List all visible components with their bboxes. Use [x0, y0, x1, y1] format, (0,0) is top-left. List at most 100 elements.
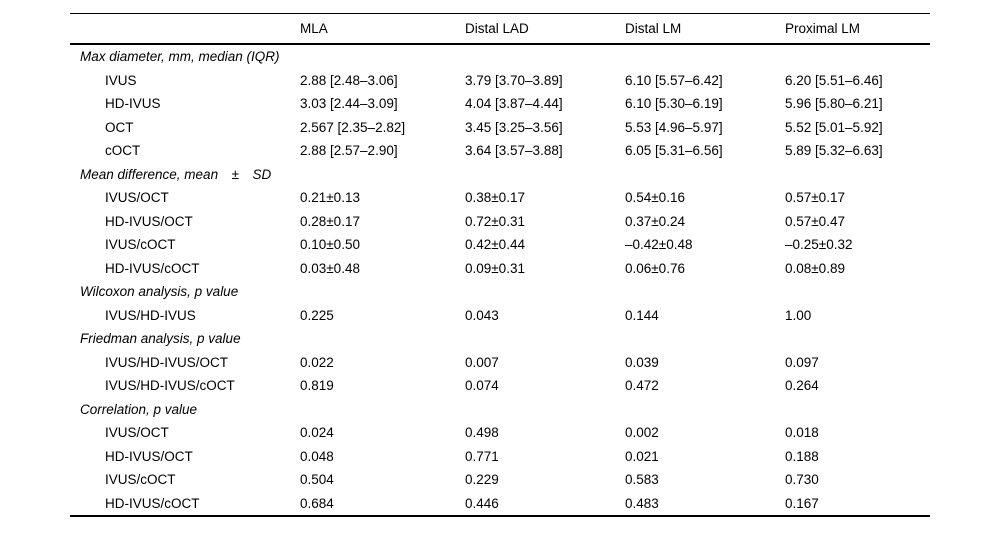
cell-value: 0.007: [465, 354, 499, 370]
row-label: HD-IVUS/cOCT: [105, 495, 200, 511]
row-label: IVUS/HD-IVUS/OCT: [105, 354, 229, 370]
cell-value: 0.21±0.13: [300, 190, 360, 206]
row-label: IVUS/HD-IVUS: [105, 307, 196, 323]
section-row-mean-difference: Mean difference, mean ± SD: [70, 163, 930, 187]
column-header-proximal-lm: Proximal LM: [785, 21, 861, 36]
cell-value: –0.25±0.32: [785, 237, 853, 253]
cell-value: 1.00: [785, 307, 812, 323]
cell-value: 0.048: [300, 448, 334, 464]
cell-value: 0.06±0.76: [625, 260, 685, 276]
table-row: IVUS/HD-IVUS/cOCT 0.819 0.074 0.472 0.264: [70, 374, 930, 398]
cell-value: 0.229: [465, 472, 499, 488]
cell-value: 0.024: [300, 425, 334, 441]
cell-value: 0.043: [465, 307, 499, 323]
cell-value: 0.42±0.44: [465, 237, 525, 253]
cell-value: 0.264: [785, 378, 819, 394]
table-row: OCT 2.567 [2.35–2.82] 3.45 [3.25–3.56] 5.53…: [70, 116, 930, 140]
row-label: IVUS/cOCT: [105, 472, 176, 488]
cell-value: 0.483: [625, 495, 659, 511]
row-label: HD-IVUS/cOCT: [105, 260, 200, 276]
cell-value: 0.72±0.31: [465, 213, 525, 229]
cell-value: 0.08±0.89: [785, 260, 845, 276]
section-label: Max diameter, mm, median (IQR): [80, 49, 280, 65]
cell-value: 0.472: [625, 378, 659, 394]
section-label: Wilcoxon analysis, p value: [80, 284, 239, 300]
cell-value: 0.57±0.17: [785, 190, 845, 206]
cell-value: 5.96 [5.80–6.21]: [785, 96, 883, 112]
table-row: IVUS/HD-IVUS 0.225 0.043 0.144 1.00: [70, 304, 930, 328]
table-row: HD-IVUS/cOCT 0.684 0.446 0.483 0.167: [70, 492, 930, 517]
table-row: IVUS/OCT 0.21±0.13 0.38±0.17 0.54±0.16 0.57±…: [70, 186, 930, 210]
column-header-mla: MLA: [300, 21, 328, 36]
cell-value: 0.018: [785, 425, 819, 441]
row-label: cOCT: [105, 143, 141, 159]
cell-value: 0.03±0.48: [300, 260, 360, 276]
cell-value: 0.10±0.50: [300, 237, 360, 253]
cell-value: 6.10 [5.30–6.19]: [625, 96, 723, 112]
section-row-max-diameter: Max diameter, mm, median (IQR): [70, 44, 930, 69]
table-row: IVUS/cOCT 0.504 0.229 0.583 0.730: [70, 468, 930, 492]
section-row-correlation-p: Correlation, p value: [70, 398, 930, 422]
cell-value: 0.54±0.16: [625, 190, 685, 206]
row-label: IVUS/OCT: [105, 190, 169, 206]
row-label: IVUS/HD-IVUS/cOCT: [105, 378, 235, 394]
cell-value: 0.684: [300, 495, 334, 511]
table-row: HD-IVUS/cOCT 0.03±0.48 0.09±0.31 0.06±0.76 0…: [70, 257, 930, 281]
results-table: MLA Distal LAD Distal LM Proximal LM Max di…: [70, 13, 930, 517]
cell-value: 3.79 [3.70–3.89]: [465, 72, 563, 88]
cell-value: 2.567 [2.35–2.82]: [300, 119, 406, 135]
table-row: IVUS/OCT 0.024 0.498 0.002 0.018: [70, 421, 930, 445]
cell-value: 6.10 [5.57–6.42]: [625, 72, 723, 88]
cell-value: 0.446: [465, 495, 499, 511]
row-label: IVUS: [105, 72, 137, 88]
cell-value: 0.039: [625, 354, 659, 370]
results-table-container: MLA Distal LAD Distal LM Proximal LM Max di…: [70, 13, 930, 517]
column-header-distal-lm: Distal LM: [625, 21, 682, 36]
cell-value: 0.022: [300, 354, 334, 370]
cell-value: 0.074: [465, 378, 499, 394]
cell-value: 0.498: [465, 425, 499, 441]
cell-value: 0.504: [300, 472, 334, 488]
cell-value: 2.88 [2.57–2.90]: [300, 143, 398, 159]
table-row: HD-IVUS/OCT 0.28±0.17 0.72±0.31 0.37±0.24 0.…: [70, 210, 930, 234]
cell-value: 0.819: [300, 378, 334, 394]
cell-value: 3.64 [3.57–3.88]: [465, 143, 563, 159]
cell-value: 6.05 [5.31–6.56]: [625, 143, 723, 159]
cell-value: 0.57±0.47: [785, 213, 845, 229]
column-header-empty: [70, 14, 300, 45]
row-label: HD-IVUS/OCT: [105, 448, 193, 464]
cell-value: 0.167: [785, 495, 819, 511]
cell-value: 0.021: [625, 448, 659, 464]
row-label: HD-IVUS/OCT: [105, 213, 193, 229]
header-row: MLA Distal LAD Distal LM Proximal LM: [70, 14, 930, 45]
cell-value: 5.53 [4.96–5.97]: [625, 119, 723, 135]
cell-value: 0.144: [625, 307, 659, 323]
cell-value: 3.45 [3.25–3.56]: [465, 119, 563, 135]
cell-value: 0.37±0.24: [625, 213, 685, 229]
section-label: Mean difference, mean ± SD: [80, 166, 272, 182]
cell-value: 0.002: [625, 425, 659, 441]
section-label: Friedman analysis, p value: [80, 331, 241, 347]
cell-value: 4.04 [3.87–4.44]: [465, 96, 563, 112]
table-row: IVUS/HD-IVUS/OCT 0.022 0.007 0.039 0.097: [70, 351, 930, 375]
table-row: IVUS 2.88 [2.48–3.06] 3.79 [3.70–3.89] 6.10…: [70, 69, 930, 93]
cell-value: 5.52 [5.01–5.92]: [785, 119, 883, 135]
table-row: HD-IVUS 3.03 [2.44–3.09] 4.04 [3.87–4.44] 6…: [70, 92, 930, 116]
section-label: Correlation, p value: [80, 401, 198, 417]
section-row-friedman-analysis: Friedman analysis, p value: [70, 327, 930, 351]
cell-value: 0.771: [465, 448, 499, 464]
cell-value: 6.20 [5.51–6.46]: [785, 72, 883, 88]
column-header-distal-lad: Distal LAD: [465, 21, 529, 36]
cell-value: 0.188: [785, 448, 819, 464]
cell-value: 2.88 [2.48–3.06]: [300, 72, 398, 88]
section-row-wilcoxon-analysis: Wilcoxon analysis, p value: [70, 280, 930, 304]
cell-value: 5.89 [5.32–6.63]: [785, 143, 883, 159]
cell-value: 0.097: [785, 354, 819, 370]
cell-value: 0.28±0.17: [300, 213, 360, 229]
cell-value: 0.09±0.31: [465, 260, 525, 276]
table-row: IVUS/cOCT 0.10±0.50 0.42±0.44 –0.42±0.48 –0.…: [70, 233, 930, 257]
cell-value: 0.38±0.17: [465, 190, 525, 206]
table-row: cOCT 2.88 [2.57–2.90] 3.64 [3.57–3.88] 6.05…: [70, 139, 930, 163]
table-row: HD-IVUS/OCT 0.048 0.771 0.021 0.188: [70, 445, 930, 469]
cell-value: 0.225: [300, 307, 334, 323]
